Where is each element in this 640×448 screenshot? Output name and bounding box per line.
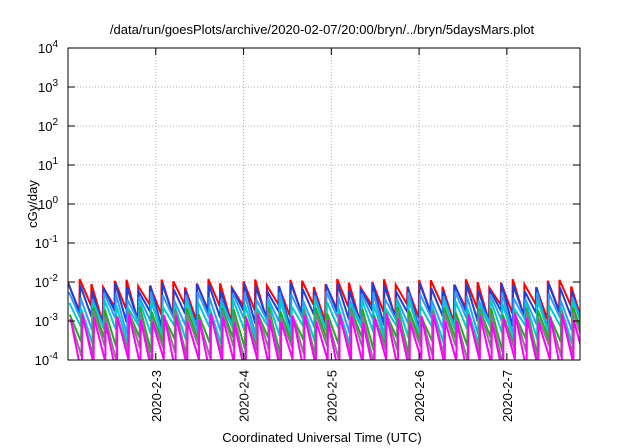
ticks: 10-4 10-3 10-2 10-1 100 101 102 103 104 2020-2-3 2… [35,39,580,422]
y-tick-label: 10-4 [35,351,59,368]
x-tick-label: 2020-2-7 [500,370,515,422]
y-tick-label: 104 [38,39,58,56]
y-axis-label: cGy/day [25,180,40,228]
series-line [68,299,580,345]
x-tick-label: 2020-2-3 [149,370,164,422]
y-tick-label: 102 [38,117,58,134]
y-tick-label: 103 [38,78,58,95]
y-tick-label: 10-2 [35,273,59,290]
y-tick-label: 100 [38,195,58,212]
x-tick-label: 2020-2-5 [324,370,339,422]
x-tick-label: 2020-2-4 [237,370,252,422]
series-layer [68,278,580,360]
grid [68,48,580,360]
y-tick-label: 10-1 [35,234,59,251]
x-axis-label: Coordinated Universal Time (UTC) [222,430,421,445]
x-tick-label: 2020-2-6 [412,370,427,422]
y-tick-label: 101 [38,156,58,173]
y-tick-label: 10-3 [35,312,59,329]
chart-title: /data/run/goesPlots/archive/2020-02-07/2… [110,22,535,37]
series-line [68,282,580,330]
series-line [69,313,580,360]
